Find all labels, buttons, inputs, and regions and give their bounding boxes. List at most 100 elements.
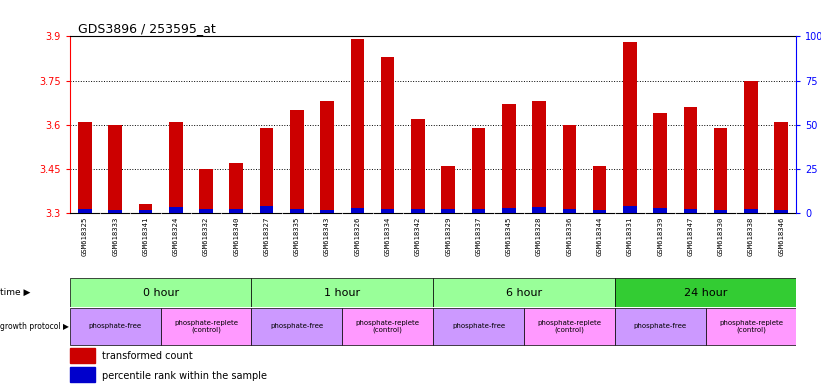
Bar [623, 206, 636, 213]
Bar [623, 42, 636, 213]
Text: GSM618324: GSM618324 [172, 217, 179, 256]
Bar [290, 209, 304, 213]
Bar [684, 209, 697, 213]
Text: GSM618336: GSM618336 [566, 217, 572, 256]
Bar [502, 104, 516, 213]
Bar [615, 308, 705, 345]
Text: GSM618344: GSM618344 [597, 217, 603, 256]
Bar [70, 348, 95, 363]
Bar [78, 209, 92, 213]
Bar [161, 308, 251, 345]
Bar [744, 81, 758, 213]
Bar [714, 210, 727, 213]
Text: GSM618345: GSM618345 [506, 217, 511, 256]
Bar [433, 278, 615, 307]
Bar [684, 107, 697, 213]
Bar [411, 209, 424, 213]
Bar [615, 278, 796, 307]
Bar [381, 209, 394, 213]
Bar [200, 209, 213, 213]
Bar [774, 122, 788, 213]
Bar [442, 166, 455, 213]
Text: GSM618333: GSM618333 [112, 217, 118, 256]
Bar [562, 209, 576, 213]
Bar [774, 210, 788, 213]
Bar [433, 308, 524, 345]
Text: GSM618334: GSM618334 [385, 217, 391, 256]
Text: GSM618335: GSM618335 [294, 217, 300, 256]
Bar [139, 204, 152, 213]
Text: phosphate-free: phosphate-free [452, 323, 505, 329]
Text: phosphate-replete
(control): phosphate-replete (control) [719, 319, 783, 333]
Bar [320, 101, 334, 213]
Bar [532, 207, 546, 213]
Text: phosphate-replete
(control): phosphate-replete (control) [537, 319, 601, 333]
Bar [200, 169, 213, 213]
Bar [78, 122, 92, 213]
Bar [139, 210, 152, 213]
Text: phosphate-free: phosphate-free [270, 323, 323, 329]
Bar [108, 125, 122, 213]
Text: GSM618326: GSM618326 [355, 217, 360, 256]
Bar [654, 113, 667, 213]
Bar [230, 163, 243, 213]
Text: GSM618325: GSM618325 [82, 217, 88, 256]
Text: phosphate-replete
(control): phosphate-replete (control) [355, 319, 420, 333]
Text: GSM618339: GSM618339 [657, 217, 663, 256]
Text: GSM618346: GSM618346 [778, 217, 784, 256]
Bar [593, 166, 607, 213]
Text: GSM618343: GSM618343 [324, 217, 330, 256]
Bar [381, 57, 394, 213]
Text: GSM618329: GSM618329 [445, 217, 452, 256]
Text: GSM618342: GSM618342 [415, 217, 421, 256]
Bar [320, 210, 334, 213]
Bar [705, 308, 796, 345]
Text: GSM618328: GSM618328 [536, 217, 542, 256]
Text: 6 hour: 6 hour [506, 288, 542, 298]
Bar [351, 208, 365, 213]
Text: transformed count: transformed count [103, 351, 193, 361]
Text: growth protocol ▶: growth protocol ▶ [0, 322, 69, 331]
Bar [654, 208, 667, 213]
Text: GSM618332: GSM618332 [203, 217, 209, 256]
Text: phosphate-free: phosphate-free [89, 323, 142, 329]
Bar [593, 210, 607, 213]
Text: 0 hour: 0 hour [143, 288, 179, 298]
Text: GSM618341: GSM618341 [143, 217, 149, 256]
Bar [169, 207, 182, 213]
Text: GSM618330: GSM618330 [718, 217, 723, 256]
Bar [169, 122, 182, 213]
Bar [562, 125, 576, 213]
Text: GSM618327: GSM618327 [264, 217, 269, 256]
Bar [259, 128, 273, 213]
Bar [230, 209, 243, 213]
Bar [351, 40, 365, 213]
Bar [524, 308, 615, 345]
Text: GSM618347: GSM618347 [687, 217, 694, 256]
Text: GSM618340: GSM618340 [233, 217, 239, 256]
Bar [472, 209, 485, 213]
Bar [290, 110, 304, 213]
Text: GSM618337: GSM618337 [475, 217, 481, 256]
Bar [442, 209, 455, 213]
Text: 1 hour: 1 hour [324, 288, 360, 298]
Bar [714, 128, 727, 213]
Text: GSM618338: GSM618338 [748, 217, 754, 256]
Bar [744, 209, 758, 213]
Bar [108, 210, 122, 213]
Bar [259, 206, 273, 213]
Bar [70, 308, 161, 345]
Text: GDS3896 / 253595_at: GDS3896 / 253595_at [78, 22, 216, 35]
Bar [251, 278, 433, 307]
Text: phosphate-replete
(control): phosphate-replete (control) [174, 319, 238, 333]
Bar [472, 128, 485, 213]
Bar [70, 367, 95, 382]
Bar [502, 208, 516, 213]
Text: percentile rank within the sample: percentile rank within the sample [103, 371, 268, 381]
Bar [251, 308, 342, 345]
Text: phosphate-free: phosphate-free [634, 323, 686, 329]
Text: time ▶: time ▶ [0, 288, 30, 297]
Bar [342, 308, 433, 345]
Text: GSM618331: GSM618331 [627, 217, 633, 256]
Text: 24 hour: 24 hour [684, 288, 727, 298]
